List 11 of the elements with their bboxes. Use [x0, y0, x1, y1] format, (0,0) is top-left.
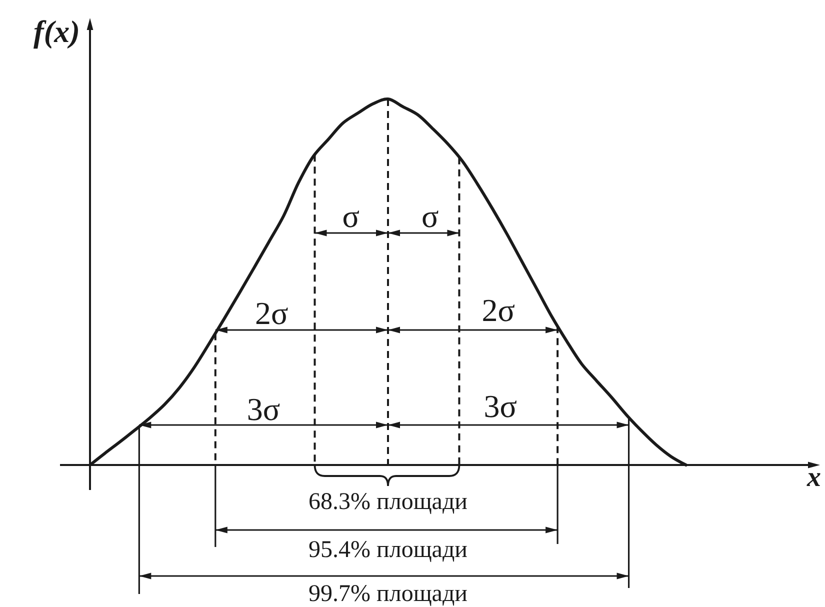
- x-axis-title: x: [806, 462, 821, 493]
- annotation: 3σ: [484, 388, 518, 424]
- text: 99.7% площади: [308, 581, 468, 607]
- annotation: σ: [342, 198, 360, 234]
- text: 95.4% площади: [308, 537, 468, 563]
- annotation: σ: [422, 198, 439, 234]
- annotation: 3σ: [246, 391, 280, 427]
- annotation: 2σ: [482, 292, 516, 328]
- y-axis-title: f(x): [34, 14, 80, 49]
- text: 68.3% площади: [308, 489, 468, 515]
- annotation: 2σ: [254, 295, 288, 331]
